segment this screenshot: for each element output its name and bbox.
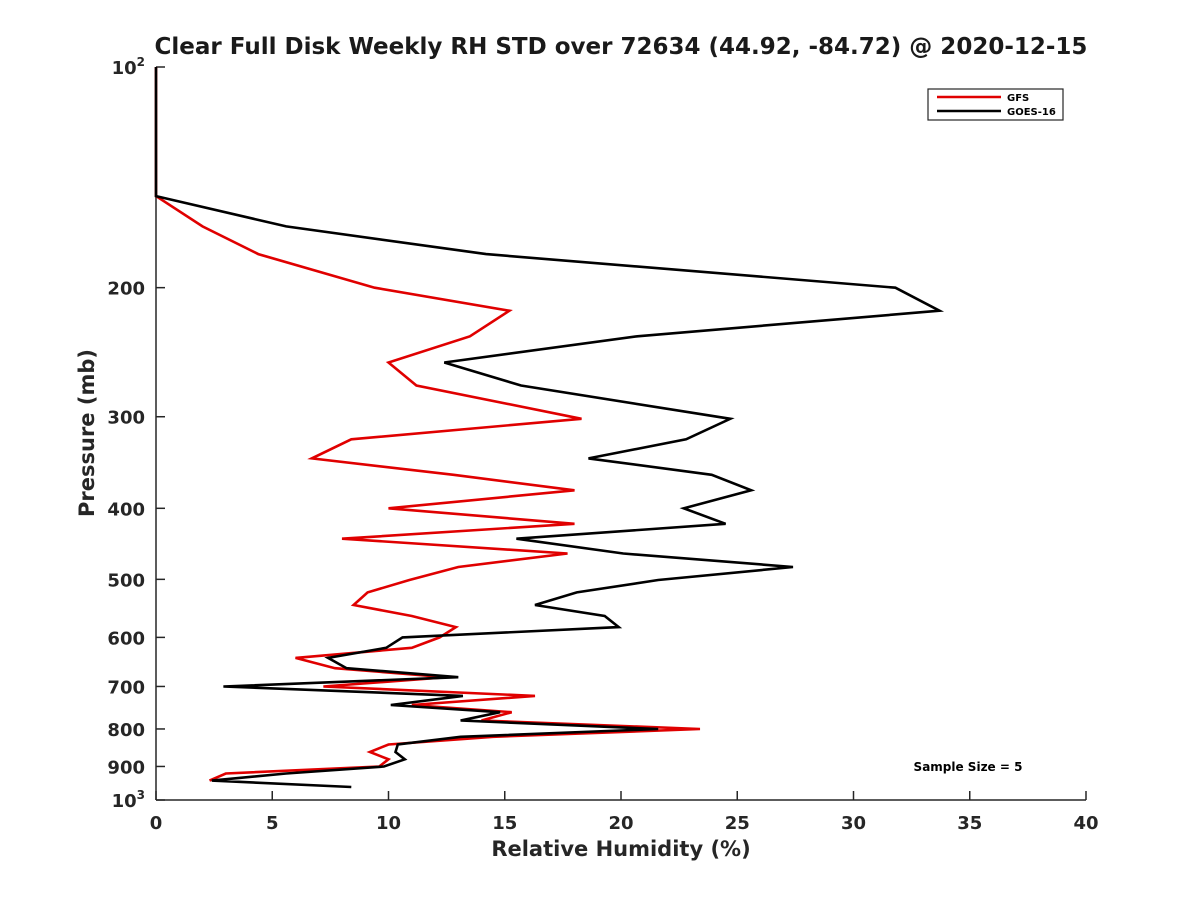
legend: GFS GOES-16 xyxy=(927,88,1064,121)
y-tick-label: 300 xyxy=(107,408,145,429)
legend-label-goes-16: GOES-16 xyxy=(1007,107,1056,118)
y-tick-label: 500 xyxy=(107,570,145,591)
x-tick-label: 40 xyxy=(1073,813,1098,834)
x-tick-label: 20 xyxy=(608,813,633,834)
series-line-goes-16 xyxy=(154,67,945,789)
y-tick-label: 900 xyxy=(107,757,145,778)
sample-size-annotation: Sample Size = 5 xyxy=(914,760,1023,774)
x-tick-label: 30 xyxy=(841,813,866,834)
y-tick-label: 700 xyxy=(107,677,145,698)
x-axis-ticks: 0 5 10 15 20 25 30 35 40 xyxy=(150,791,1099,834)
y-axis-ticks: 102 200 300 400 500 600 700 800 900 103 xyxy=(107,55,165,812)
x-tick-label: 10 xyxy=(376,813,401,834)
x-tick-label: 0 xyxy=(150,813,163,834)
x-tick-label: 25 xyxy=(725,813,750,834)
y-tick-label: 102 xyxy=(112,55,145,79)
legend-box xyxy=(927,88,1064,121)
x-tick-label: 15 xyxy=(492,813,517,834)
x-tick-label: 5 xyxy=(266,813,279,834)
x-axis-label: Relative Humidity (%) xyxy=(491,837,750,861)
y-tick-label: 200 xyxy=(107,279,145,300)
series-line-gfs xyxy=(154,67,701,782)
y-tick-label: 103 xyxy=(112,788,145,812)
series-lines xyxy=(154,67,945,789)
y-axis-label: Pressure (mb) xyxy=(75,349,99,517)
y-tick-label: 600 xyxy=(107,628,145,649)
x-tick-label: 35 xyxy=(957,813,982,834)
chart-title: Clear Full Disk Weekly RH STD over 72634… xyxy=(155,34,1088,60)
y-tick-label: 800 xyxy=(107,720,145,741)
legend-label-gfs: GFS xyxy=(1007,93,1029,104)
y-tick-label: 400 xyxy=(107,499,145,520)
